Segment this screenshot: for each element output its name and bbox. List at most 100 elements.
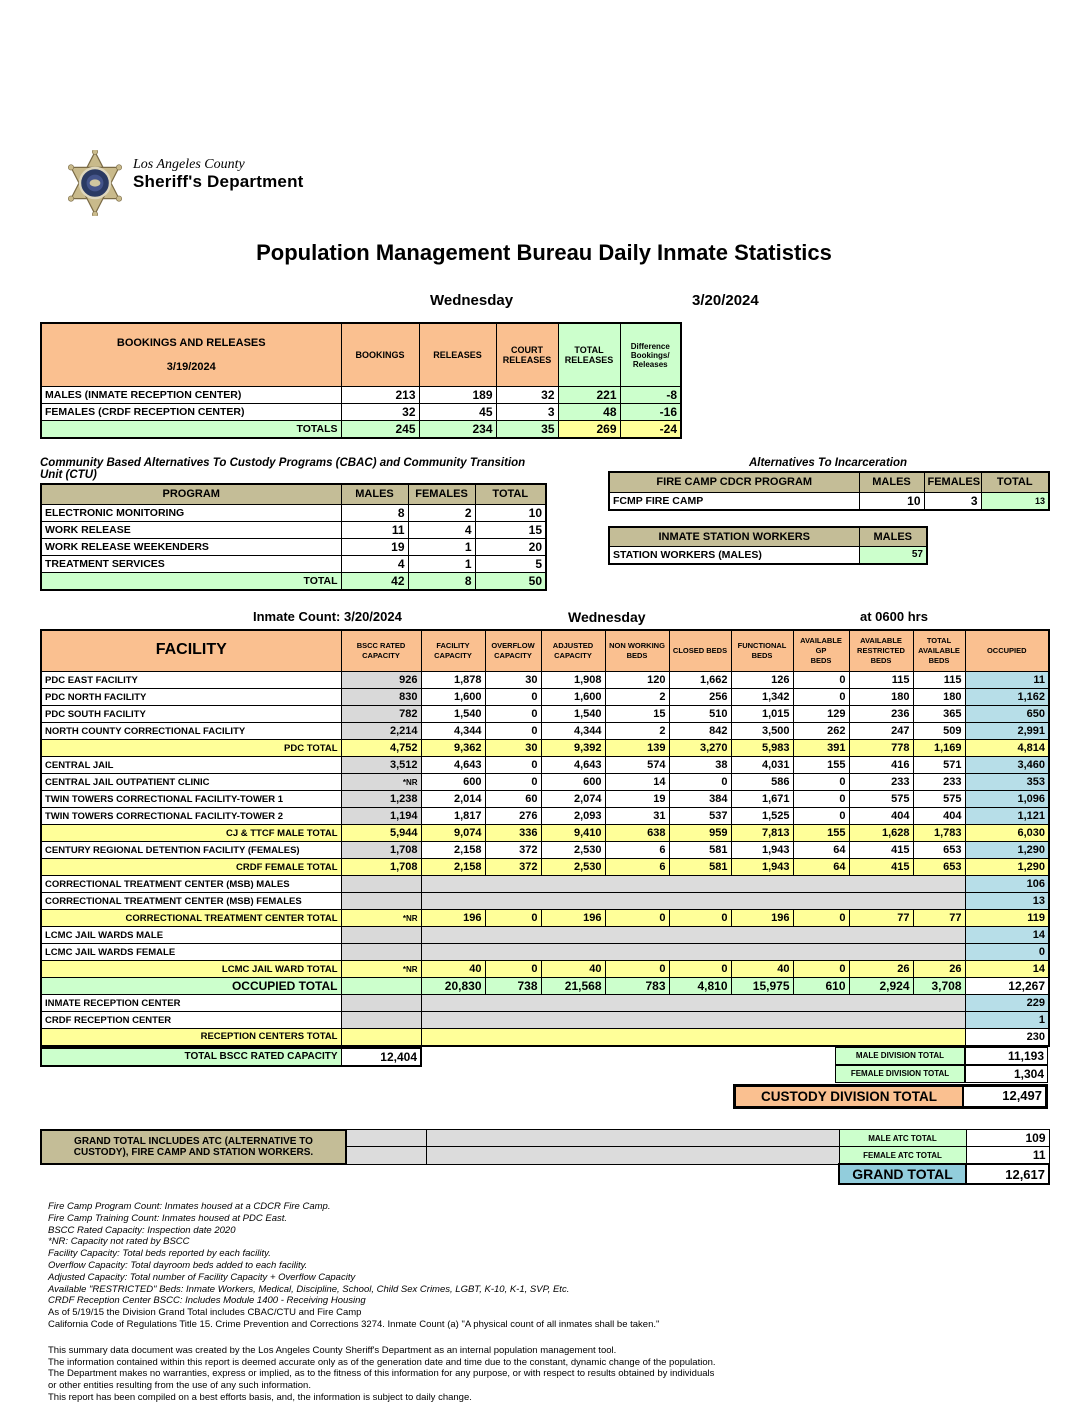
table-row: CENTRAL JAIL OUTPATIENT CLINIC *NR 600 0 600… <box>40 773 1050 791</box>
table-cell: TREATMENT SERVICES <box>40 554 342 573</box>
table-cell: 42 <box>340 571 409 590</box>
disclaimer-line: The information contained within this re… <box>48 1356 716 1368</box>
table-cell: 3,708 <box>912 977 966 995</box>
cbac-title: Community Based Alternatives To Custody … <box>40 457 526 481</box>
footnote-line: CRDF Reception Center BSCC: Includes Mod… <box>48 1295 366 1307</box>
table-cell: 581 <box>668 858 732 876</box>
table-cell: 2 <box>604 688 670 706</box>
table-cell: 372 <box>484 841 542 859</box>
page-title: Population Management Bureau Daily Inmat… <box>256 240 832 265</box>
table-cell: 15 <box>474 520 547 539</box>
table-cell: 21,568 <box>540 977 606 995</box>
table-cell: 230 <box>964 1028 1050 1046</box>
table-cell: NORTH COUNTY CORRECTIONAL FACILITY <box>40 722 342 740</box>
table-cell: 4,814 <box>964 739 1050 757</box>
table-row: CRDF FEMALE TOTAL 1,708 2,158 372 2,530 6 581 1… <box>40 858 1050 876</box>
table-row: OCCUPIED TOTAL 20,830 738 21,568 783 4,810 15,… <box>40 977 1050 995</box>
table-cell: PDC EAST FACILITY <box>40 671 342 689</box>
table-cell: 12,267 <box>964 977 1050 995</box>
table-cell: 2,530 <box>540 858 606 876</box>
table-cell: 0 <box>484 722 542 740</box>
table-cell: 26 <box>912 960 966 978</box>
table-cell: 38 <box>668 756 732 774</box>
table-cell: 115 <box>848 671 914 689</box>
table-cell: 3,270 <box>668 739 732 757</box>
table-cell: 4,752 <box>340 739 422 757</box>
table-row: TOTAL 42 8 50 <box>40 571 547 590</box>
table-cell: 9,074 <box>420 824 486 842</box>
sheriff-star-icon <box>68 150 122 216</box>
table-cell: 77 <box>848 909 914 927</box>
table-cell: 1,628 <box>848 824 914 842</box>
table-cell <box>420 926 966 944</box>
table-cell: 650 <box>964 705 1050 723</box>
table-cell: 1,943 <box>730 858 794 876</box>
table-row: WORK RELEASE WEEKENDERS 19 1 20 <box>40 537 547 556</box>
table-row: FEMALES (CRDF RECEPTION CENTER) 32 45 3 48 -1… <box>40 403 682 421</box>
female-atc-total-value: 11 <box>965 1146 1050 1165</box>
table-row: ELECTRONIC MONITORING 8 2 10 <box>40 503 547 522</box>
table-cell: 0 <box>484 756 542 774</box>
table-cell <box>340 1028 422 1046</box>
table-cell: LCMC JAIL WARDS MALE <box>40 926 342 944</box>
table-header-row: PROGRAM MALES FEMALES TOTAL <box>40 483 547 505</box>
table-cell: 653 <box>912 841 966 859</box>
table-cell: 234 <box>418 420 497 439</box>
column-header: AVAILABLE RESTRICTED BEDS <box>848 629 914 672</box>
cbac-section: Community Based Alternatives To Custody … <box>40 457 547 591</box>
female-atc-total-label: FEMALE ATC TOTAL <box>838 1146 967 1165</box>
table-cell: 4,643 <box>420 756 486 774</box>
table-cell: 2,074 <box>540 790 606 808</box>
table-cell: TWIN TOWERS CORRECTIONAL FACILITY-TOWER … <box>40 790 342 808</box>
table-cell: 1,817 <box>420 807 486 825</box>
table-cell: 1,162 <box>964 688 1050 706</box>
table-title: BOOKINGS AND RELEASES <box>116 337 266 349</box>
table-cell: 1 <box>407 554 476 573</box>
table-cell <box>340 1011 422 1029</box>
table-cell: 15,975 <box>730 977 794 995</box>
female-division-total-value: 1,304 <box>965 1064 1048 1083</box>
table-cell: 6 <box>604 858 670 876</box>
table-cell: 510 <box>668 705 732 723</box>
table-cell: 189 <box>418 386 497 404</box>
table-cell: 1,238 <box>340 790 422 808</box>
column-header: OVERFLOW CAPACITY <box>484 629 542 672</box>
column-header: RELEASES <box>418 322 497 387</box>
table-row: TWIN TOWERS CORRECTIONAL FACILITY-TOWER … <box>40 807 1050 825</box>
column-header: FEMALES <box>407 483 476 505</box>
footnote-line: Facility Capacity: Total beds reported b… <box>48 1248 271 1260</box>
table-cell: 3,460 <box>964 756 1050 774</box>
table-cell: 0 <box>792 790 850 808</box>
table-cell: 0 <box>484 705 542 723</box>
table-cell: 180 <box>848 688 914 706</box>
table-cell: TOTALS <box>40 420 342 439</box>
table-cell: 233 <box>912 773 966 791</box>
table-cell: 353 <box>964 773 1050 791</box>
department-logo: Los Angeles County Sheriff's Department <box>65 150 1048 218</box>
disclaimer-line: or other entities resulting from the use… <box>48 1380 311 1392</box>
table-cell: 0 <box>792 773 850 791</box>
table-cell <box>420 943 966 961</box>
table-cell: 0 <box>792 807 850 825</box>
male-division-total-label: MALE DIVISION TOTAL <box>835 1046 965 1065</box>
column-header: Difference Bookings/ Releases <box>619 322 682 387</box>
male-division-total-row: MALE DIVISION TOTAL 11,193 <box>733 1046 1048 1065</box>
table-cell: 575 <box>912 790 966 808</box>
table-cell: 1,600 <box>540 688 606 706</box>
table-cell: FCMP FIRE CAMP <box>608 491 860 510</box>
table-cell: 276 <box>484 807 542 825</box>
male-division-total-value: 11,193 <box>965 1046 1048 1065</box>
table-cell: 1,169 <box>912 739 966 757</box>
table-cell: 3,500 <box>730 722 794 740</box>
table-row: CENTRAL JAIL 3,512 4,643 0 4,643 574 38 4,031 15… <box>40 756 1050 774</box>
table-cell: LCMC JAIL WARDS FEMALE <box>40 943 342 961</box>
table-cell: 32 <box>340 403 420 421</box>
footnote-line: Available "RESTRICTED" Beds: Inmate Work… <box>48 1283 570 1295</box>
table-cell: -16 <box>619 403 682 421</box>
table-cell: TWIN TOWERS CORRECTIONAL FACILITY-TOWER … <box>40 807 342 825</box>
table-subtitle: 3/19/2024 <box>166 361 216 373</box>
table-cell: 653 <box>912 858 966 876</box>
table-row: CENTURY REGIONAL DETENTION FACILITY (FEM… <box>40 841 1050 859</box>
table-cell: 15 <box>604 705 670 723</box>
table-cell: 221 <box>557 386 621 404</box>
